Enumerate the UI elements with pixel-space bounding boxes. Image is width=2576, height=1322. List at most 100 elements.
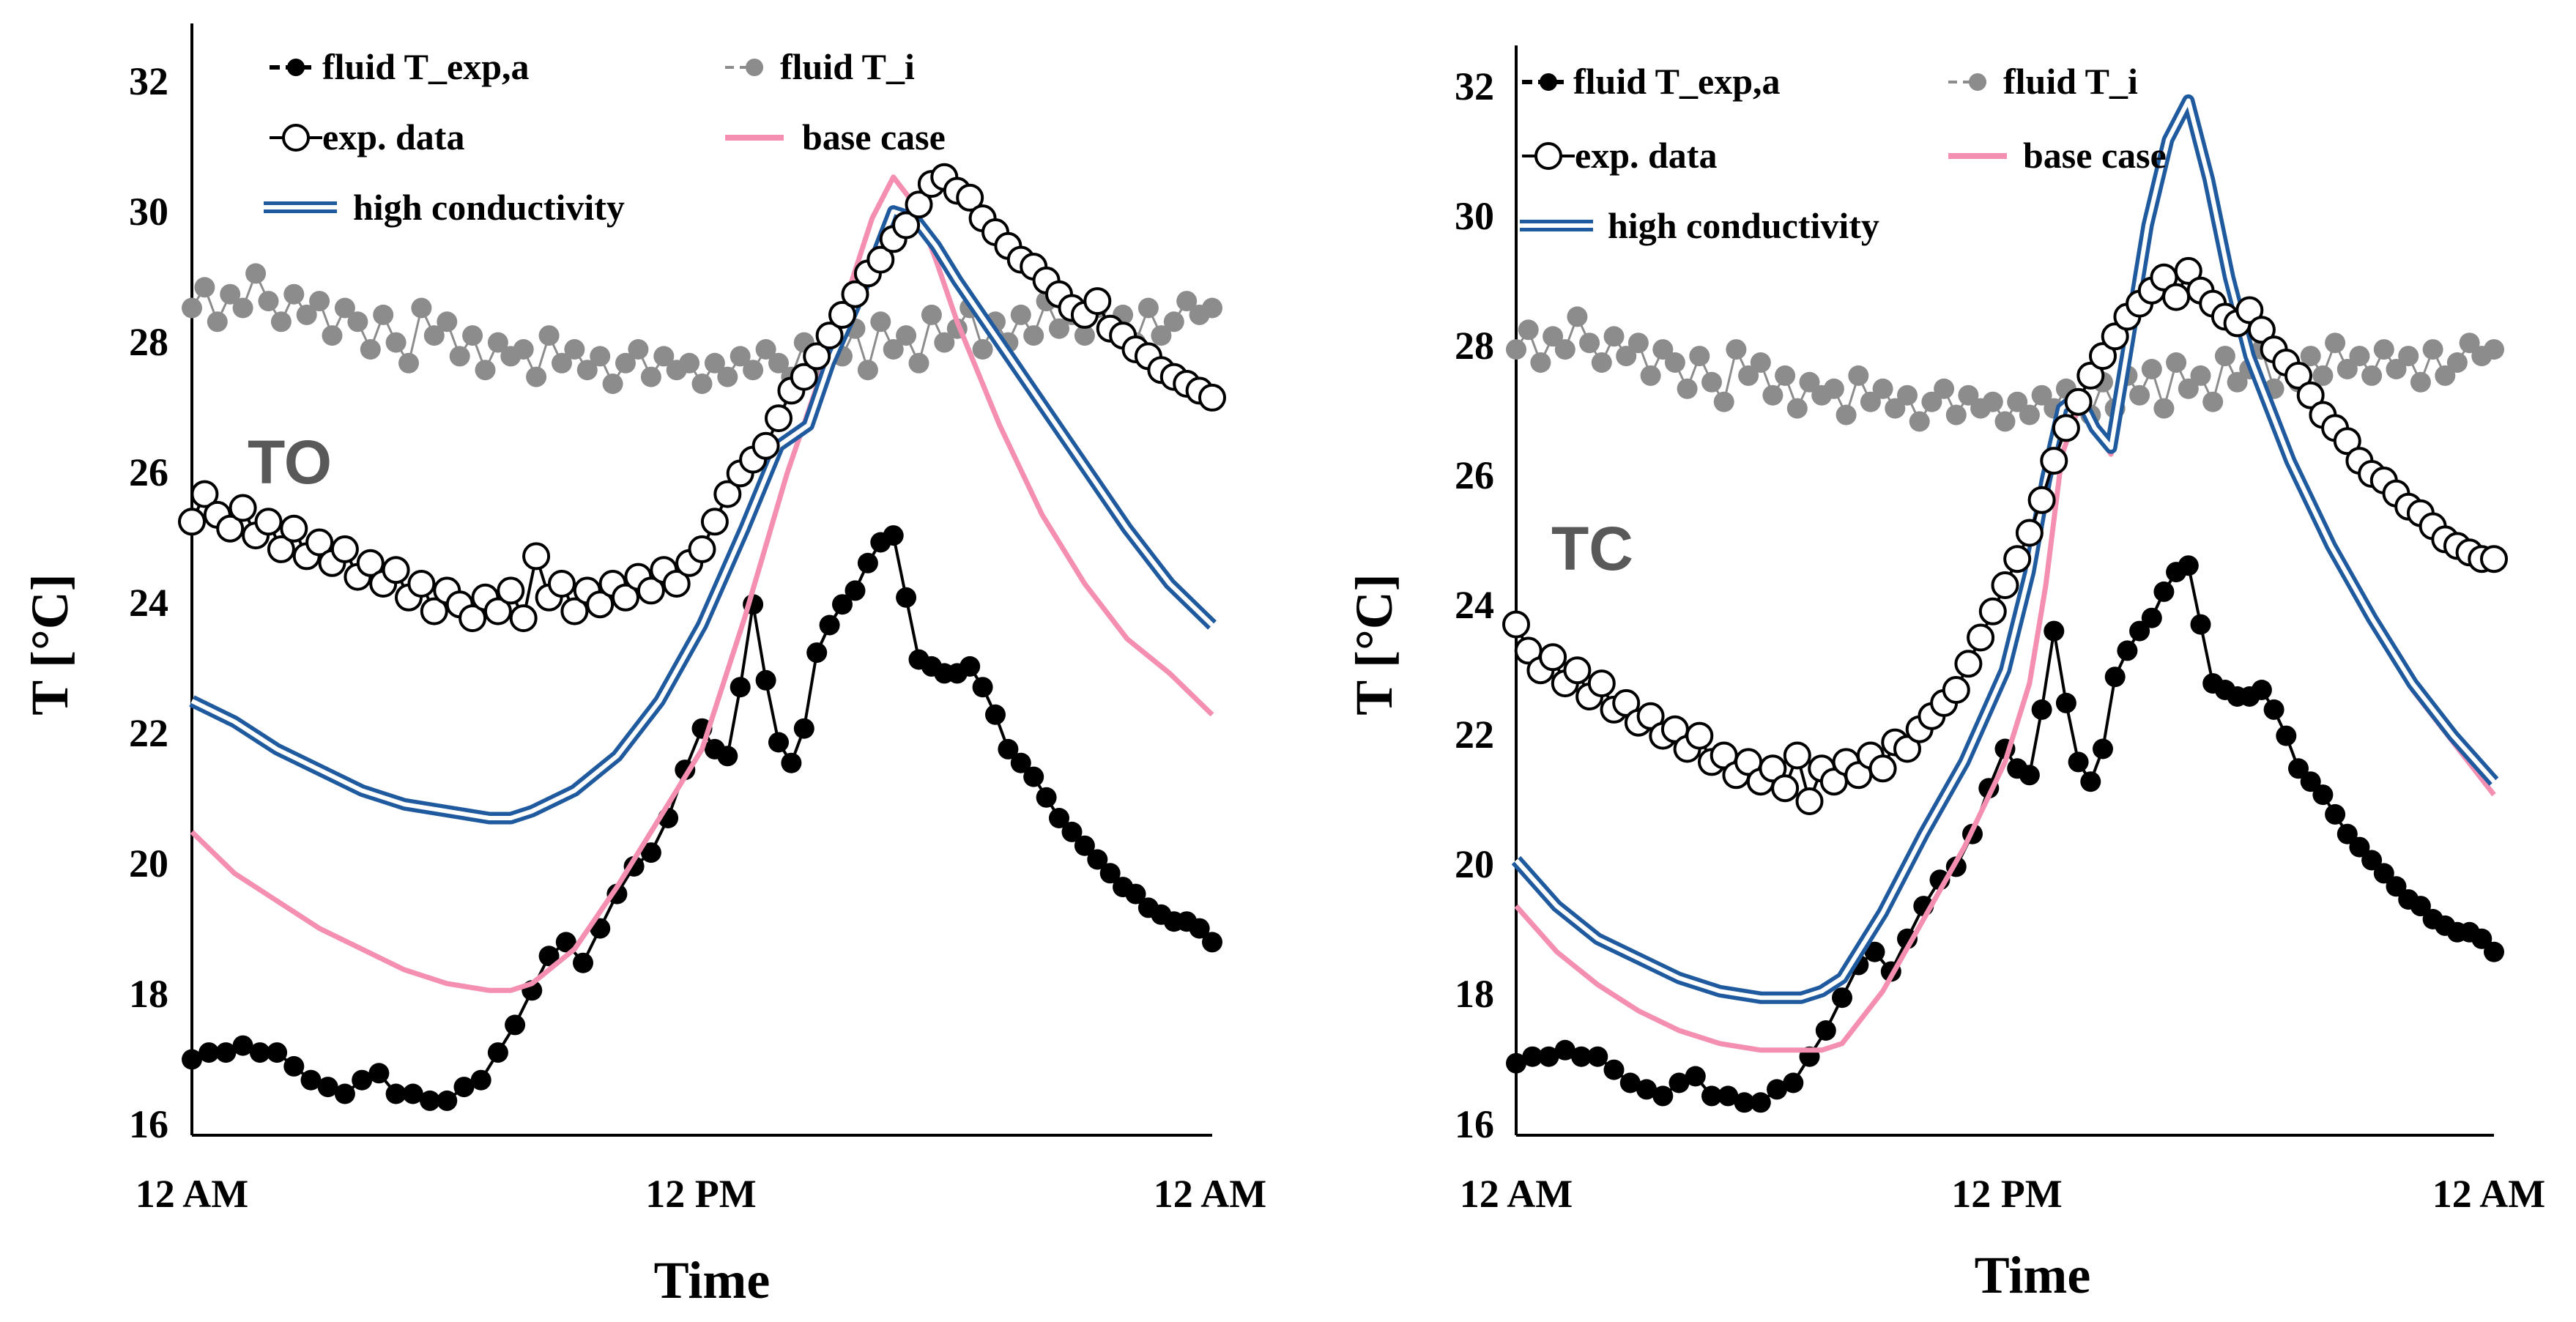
data-point-exp-data [751, 431, 780, 460]
data-point-fluid-t-exp-a [845, 580, 866, 601]
legend-marker [282, 124, 310, 152]
data-point-exp-data [2480, 545, 2508, 573]
data-point-exp-data [2235, 296, 2264, 324]
data-point-fluid-t-i [972, 339, 993, 360]
data-point-fluid-t-i [232, 297, 253, 319]
data-point-exp-data [790, 363, 818, 391]
data-point-fluid-t-exp-a [1125, 883, 1146, 905]
data-point-fluid-t-i [2410, 371, 2431, 393]
legend-marker [287, 59, 305, 76]
data-point-exp-data [548, 570, 576, 598]
data-point-exp-data [1587, 669, 1616, 698]
data-point-fluid-t-exp-a [1074, 835, 1095, 856]
data-point-fluid-t-i [1163, 311, 1184, 333]
data-point-fluid-t-i [628, 339, 649, 360]
data-point-fluid-t-exp-a [2471, 928, 2493, 949]
data-point-fluid-t-exp-a [317, 1077, 338, 1098]
data-point-fluid-t-exp-a [402, 1083, 423, 1104]
data-point-fluid-t-i [2153, 398, 2175, 419]
data-point-fluid-t-exp-a [215, 1042, 237, 1063]
data-point-fluid-t-exp-a [883, 525, 904, 546]
legend-entry-fluid-t-exp-a: fluid T_exp,a [270, 46, 530, 87]
data-point-exp-data [305, 528, 334, 557]
data-point-fluid-t-i [182, 297, 202, 319]
data-point-fluid-t-i [2166, 352, 2187, 373]
data-point-fluid-t-exp-a [2093, 738, 2113, 760]
series-line-inner-high-conductivity [1514, 98, 2496, 1000]
data-point-fluid-t-exp-a [2361, 850, 2383, 871]
data-point-fluid-t-i [1543, 326, 1564, 347]
x-tick-label: 12 AM [136, 1172, 249, 1216]
data-point-fluid-t-i [411, 297, 432, 319]
data-point-exp-data [2296, 381, 2325, 409]
data-point-exp-data [1954, 650, 1983, 678]
data-point-fluid-t-i [870, 311, 891, 333]
data-point-fluid-t-exp-a [768, 732, 789, 753]
data-point-fluid-t-i [526, 366, 547, 387]
data-point-fluid-t-i [258, 291, 279, 312]
data-point-fluid-t-i [552, 352, 572, 374]
legend-entry-fluid-t-exp-a: fluid T_exp,a [1522, 61, 1781, 102]
data-point-fluid-t-exp-a [730, 677, 751, 698]
data-point-fluid-t-exp-a [1571, 1046, 1592, 1067]
data-point-fluid-t-i [398, 352, 419, 374]
data-point-fluid-t-exp-a [267, 1042, 288, 1063]
data-point-exp-data [841, 280, 869, 308]
legend-marker [746, 59, 763, 76]
data-point-fluid-t-exp-a [2386, 876, 2407, 897]
data-point-fluid-t-i [921, 304, 942, 325]
data-point-fluid-t-i [2300, 346, 2321, 367]
data-point-exp-data [2247, 316, 2276, 344]
data-point-fluid-t-i [1945, 404, 1967, 426]
data-point-exp-data [815, 322, 844, 350]
data-point-fluid-t-exp-a [985, 704, 1006, 725]
data-point-exp-data [828, 300, 856, 329]
x-tick-label: 12 AM [1460, 1172, 1573, 1216]
x-tick-label: 12 AM [1154, 1172, 1267, 1216]
legend-label: fluid T_i [2003, 61, 2138, 102]
legend-entry-fluid-t-i: fluid T_i [1948, 61, 2138, 102]
data-point-fluid-t-exp-a [1669, 1072, 1690, 1093]
data-point-fluid-t-i [1689, 346, 1710, 367]
data-point-fluid-t-i [1074, 325, 1095, 346]
data-point-fluid-t-exp-a [1783, 1072, 1804, 1093]
data-point-fluid-t-i [2422, 339, 2443, 360]
data-point-fluid-t-i [2214, 346, 2235, 367]
data-point-exp-data [1083, 287, 1112, 316]
data-point-fluid-t-exp-a [1023, 766, 1044, 787]
data-point-fluid-t-i [2459, 333, 2480, 354]
data-point-fluid-t-exp-a [2068, 751, 2089, 773]
data-point-exp-data [280, 514, 308, 543]
data-point-fluid-t-i [1023, 325, 1044, 346]
data-point-fluid-t-i [194, 277, 215, 298]
data-point-fluid-t-exp-a [2373, 863, 2394, 884]
data-point-exp-data [2333, 427, 2361, 456]
data-point-exp-data [459, 604, 487, 633]
y-axis-title: T [°C] [1345, 573, 1403, 715]
legend-label: base case [802, 116, 946, 157]
data-point-fluid-t-i [462, 325, 483, 346]
data-point-fluid-t-exp-a [2336, 823, 2358, 844]
data-point-fluid-t-i [1554, 339, 1575, 360]
data-point-exp-data [1612, 688, 1641, 717]
data-point-fluid-t-i [1885, 398, 1906, 419]
legend-entry-exp-data: exp. data [270, 116, 464, 157]
data-point-fluid-t-exp-a [1202, 932, 1222, 953]
y-tick-label: 26 [1455, 453, 1494, 497]
data-point-fluid-t-exp-a [2178, 555, 2199, 576]
data-point-exp-data [1991, 571, 2019, 599]
data-point-fluid-t-i [1823, 378, 1844, 399]
legend-label: fluid T_exp,a [322, 46, 530, 87]
data-point-exp-data [892, 211, 921, 239]
data-point-fluid-t-i [1591, 352, 1612, 373]
data-point-fluid-t-i [2446, 352, 2468, 373]
data-point-exp-data [254, 508, 283, 536]
data-point-exp-data [560, 597, 589, 625]
data-point-fluid-t-exp-a [1010, 752, 1031, 773]
data-point-fluid-t-exp-a [232, 1035, 253, 1056]
legend-entry-high-conductivity: high conductivity [1520, 205, 1879, 246]
data-point-exp-data [1978, 597, 2007, 625]
data-point-fluid-t-i [2227, 371, 2248, 393]
data-point-fluid-t-exp-a [573, 952, 593, 973]
